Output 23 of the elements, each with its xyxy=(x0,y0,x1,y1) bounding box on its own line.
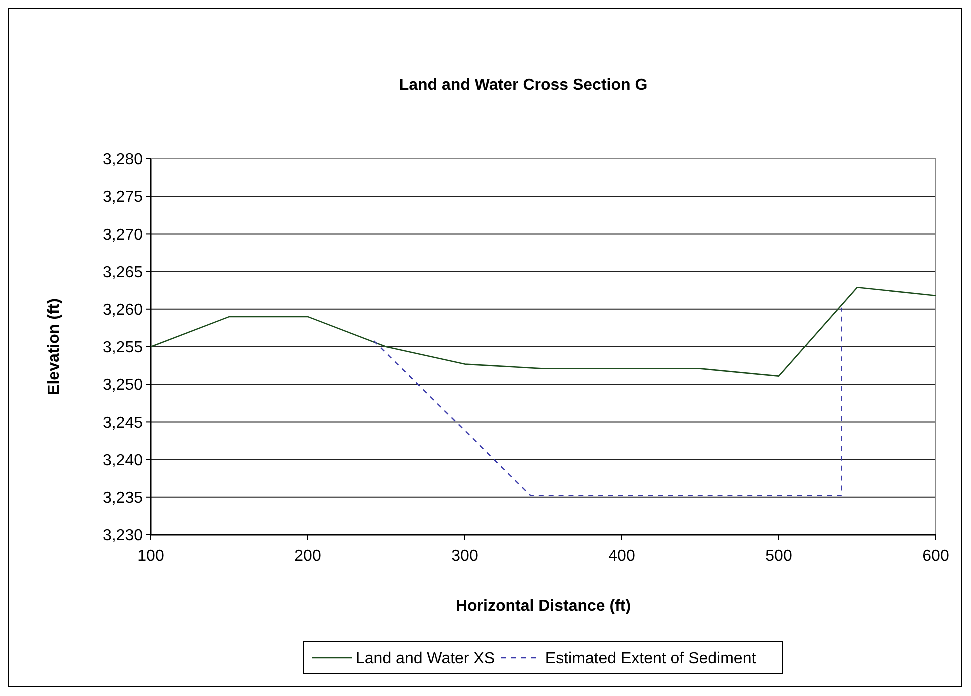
x-tick-label: 200 xyxy=(294,548,322,565)
y-tick-label: 3,255 xyxy=(102,340,144,357)
y-tick-label: 3,280 xyxy=(102,152,144,169)
x-tick-label: 600 xyxy=(922,548,950,565)
x-tick-label: 400 xyxy=(608,548,636,565)
y-tick-label: 3,250 xyxy=(102,377,144,394)
y-tick-label: 3,240 xyxy=(102,452,144,470)
y-tick-label: 3,235 xyxy=(102,490,144,507)
y-tick-label: 3,245 xyxy=(102,414,144,432)
line-series xyxy=(150,286,937,377)
y-tick-label: 3,230 xyxy=(102,528,144,545)
x-tick-label: 300 xyxy=(452,548,478,565)
y-axis-title: Elevation (ft) xyxy=(46,298,63,396)
x-axis-title: Horizontal Distance (ft) xyxy=(456,598,632,615)
x-tick-label: 500 xyxy=(766,548,792,565)
legend-label: Land and Water XS xyxy=(356,650,496,668)
y-tick-label: 3,275 xyxy=(102,189,144,206)
y-tick-label: 3,265 xyxy=(102,264,144,282)
x-tick-label: 100 xyxy=(138,548,164,565)
chart-title: Land and Water Cross Section G xyxy=(399,77,648,94)
legend-label: Estimated Extent of Sediment xyxy=(545,650,757,668)
y-tick-label: 3,270 xyxy=(102,226,144,244)
y-tick-label: 3,260 xyxy=(102,302,144,319)
